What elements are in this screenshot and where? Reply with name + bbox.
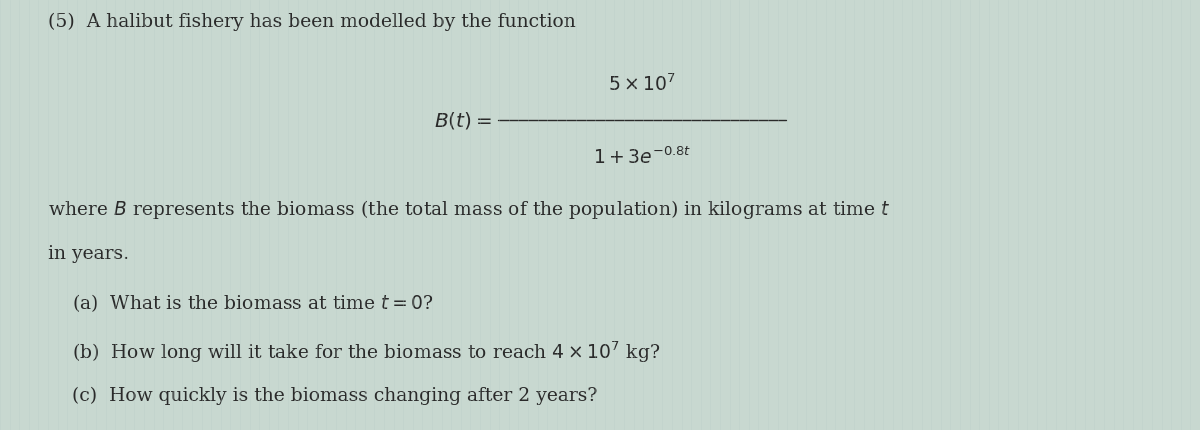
Text: in years.: in years.	[48, 245, 130, 263]
Text: (c)  How quickly is the biomass changing after 2 years?: (c) How quickly is the biomass changing …	[72, 387, 598, 405]
Text: (5)  A halibut fishery has been modelled by the function: (5) A halibut fishery has been modelled …	[48, 13, 576, 31]
Text: where $B$ represents the biomass (the total mass of the population) in kilograms: where $B$ represents the biomass (the to…	[48, 198, 890, 221]
Text: (a)  What is the biomass at time $t = 0$?: (a) What is the biomass at time $t = 0$?	[72, 292, 434, 314]
Text: $5 \times 10^7$: $5 \times 10^7$	[608, 73, 676, 95]
Text: $B(t) =$: $B(t) =$	[434, 110, 492, 131]
Text: $1 + 3e^{-0.8t}$: $1 + 3e^{-0.8t}$	[593, 146, 691, 168]
Text: (b)  How long will it take for the biomass to reach $4 \times 10^7$ kg?: (b) How long will it take for the biomas…	[72, 340, 660, 365]
